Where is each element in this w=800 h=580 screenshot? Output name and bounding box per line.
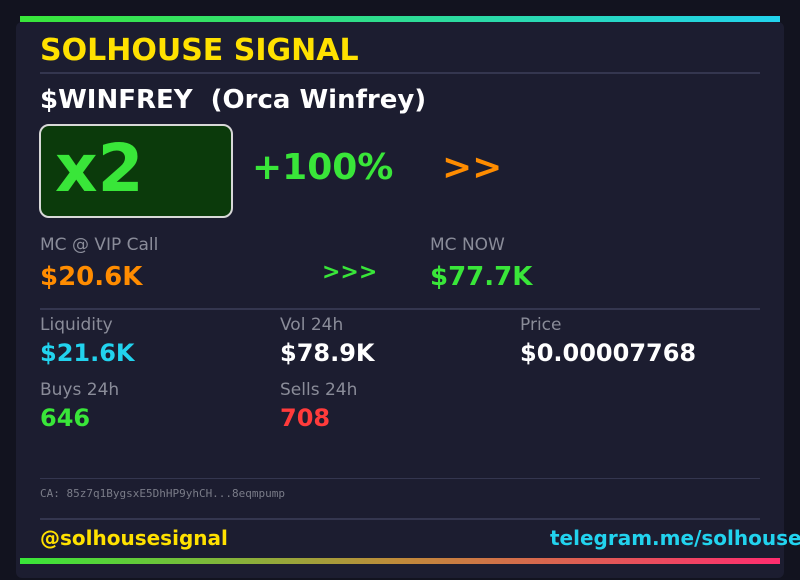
bottom-bar xyxy=(20,558,780,564)
divider xyxy=(40,518,760,520)
contract: CA: 85z7q1BygsxE5DhHP9yhCH...8eqmpump xyxy=(40,487,286,500)
card xyxy=(16,22,784,578)
stat-value: $78.9K xyxy=(280,339,375,367)
multiplier-box xyxy=(39,124,233,218)
handle[interactable]: @solhousesignal xyxy=(40,526,228,550)
mc-arrows: >>> xyxy=(322,260,378,285)
mc-now-label: MC NOW xyxy=(430,235,505,255)
stat-label: Vol 24h xyxy=(280,315,344,335)
stat-label: Sells 24h xyxy=(280,380,358,400)
change: +100% xyxy=(252,147,394,188)
mc-call-value: $20.6K xyxy=(40,262,143,292)
telegram-link[interactable]: telegram.me/solhouse xyxy=(550,526,800,550)
stat-label: Price xyxy=(520,315,562,335)
divider xyxy=(40,72,760,74)
stat-value: $21.6K xyxy=(40,339,135,367)
stat-label: Buys 24h xyxy=(40,380,120,400)
stat-value: $0.00007768 xyxy=(520,339,697,367)
divider xyxy=(40,478,760,479)
divider xyxy=(40,308,760,310)
stat-value: 708 xyxy=(280,404,331,432)
title: SOLHOUSE SIGNAL xyxy=(40,33,359,68)
mc-now-value: $77.7K xyxy=(430,262,533,292)
stat-value: 646 xyxy=(40,404,91,432)
token-name: $WINFREY (Orca Winfrey) xyxy=(40,85,427,115)
arrows: >> xyxy=(442,147,503,188)
stat-label: Liquidity xyxy=(40,315,113,335)
mc-call-label: MC @ VIP Call xyxy=(40,235,159,255)
top-bar xyxy=(20,16,780,22)
multiplier: x2 xyxy=(55,130,144,207)
